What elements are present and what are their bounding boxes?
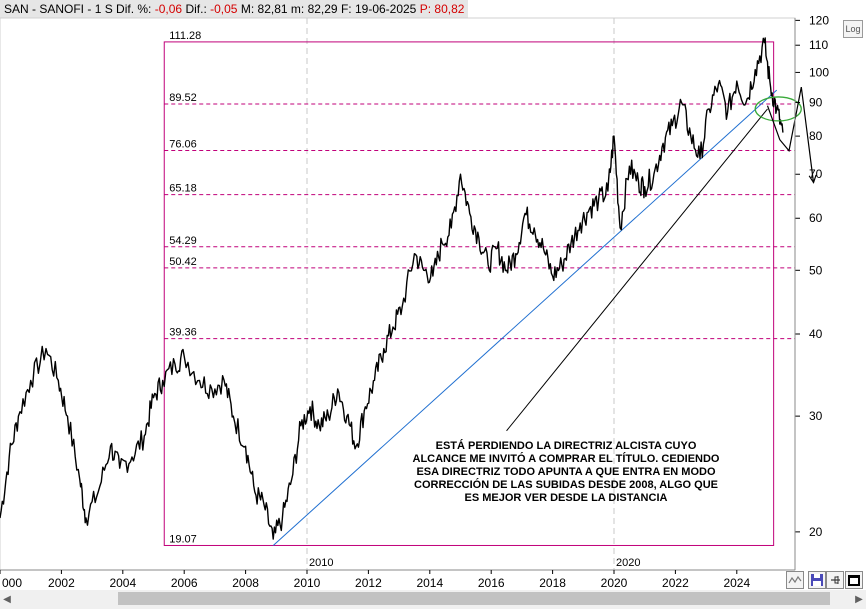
ticker-label: SAN - SANOFI - xyxy=(4,2,92,16)
floppy-icon xyxy=(811,574,823,586)
y-tick-label-50: 50 xyxy=(809,263,823,277)
date-value: 19-06-2025 xyxy=(354,2,417,16)
plot-area xyxy=(0,17,796,571)
y-tick-label-40: 40 xyxy=(809,327,823,341)
fib-label-19.07: 19.07 xyxy=(169,533,197,545)
x-tick-label-2014: 2014 xyxy=(416,576,443,590)
x-tick-label-2020: 2020 xyxy=(601,576,628,590)
y-tick-label-20: 20 xyxy=(809,525,823,539)
price-series xyxy=(0,37,784,540)
x-tick-label-2008: 2008 xyxy=(232,576,259,590)
fib-label-65.18: 65.18 xyxy=(169,183,197,195)
price-line xyxy=(0,37,784,540)
horizontal-scrollbar[interactable]: ◀ ▶ xyxy=(0,590,866,609)
y-tick-label-110: 110 xyxy=(809,38,828,52)
y-tick-label-70: 70 xyxy=(809,167,823,181)
x-tick-label-2002: 2002 xyxy=(48,576,75,590)
decade-label-2020: 2020 xyxy=(616,557,640,569)
y-tick-label-100: 100 xyxy=(809,65,829,79)
y-axis: 20 30 40 50 60 70 80 90 100 110 120 xyxy=(794,13,829,570)
x-tick-label-2016: 2016 xyxy=(478,576,505,590)
price-label: P: xyxy=(419,2,432,16)
projection xyxy=(754,86,817,184)
fib-label-54.29: 54.29 xyxy=(169,235,197,247)
pin-icon xyxy=(831,576,840,584)
save-button[interactable] xyxy=(808,571,826,589)
x-tick-label-2022: 2022 xyxy=(662,576,689,590)
grid-lines: 2010 2020 xyxy=(306,18,640,570)
projection-path xyxy=(766,86,815,183)
fibonacci-box xyxy=(163,41,775,546)
scroll-left-icon[interactable]: ◀ xyxy=(3,594,11,605)
projection-arrowhead xyxy=(808,174,817,184)
decade-label-2010: 2010 xyxy=(309,557,333,569)
min-value: 82,29 xyxy=(307,2,338,16)
chart-header: SAN - SANOFI - 1 S Dif. %: -0,06 Dif.: -… xyxy=(0,0,469,18)
x-tick-label-2012: 2012 xyxy=(355,576,382,590)
x-axis: 000 2002 2004 2006 2008 2010 2012 2014 2016 2018 2… xyxy=(0,569,795,590)
y-tick-label-30: 30 xyxy=(809,409,823,423)
annotation-pointer-line xyxy=(506,108,768,432)
x-tick-label-2024: 2024 xyxy=(723,576,750,590)
x-tick-label-2018: 2018 xyxy=(539,576,566,590)
wave-icon xyxy=(788,575,802,584)
pct-label: Dif. %: xyxy=(116,2,152,16)
pin-button[interactable] xyxy=(826,571,844,589)
max-label: M: xyxy=(240,2,255,16)
y-tick-label-90: 90 xyxy=(809,95,823,109)
dif-label: Dif.: xyxy=(185,2,207,16)
y-tick-label-60: 60 xyxy=(809,211,823,225)
fib-label-39.36: 39.36 xyxy=(169,327,197,339)
min-label: m: xyxy=(290,2,305,16)
x-tick-label-2004: 2004 xyxy=(109,576,136,590)
scroll-right-icon[interactable]: ▶ xyxy=(855,594,863,605)
log-scale-button[interactable]: Log xyxy=(843,20,863,38)
fib-label-111.28: 111.28 xyxy=(169,30,201,42)
fibonacci-levels: 111.28 89.52 76.06 65.18 54.29 50.42 39.36 19.0… xyxy=(163,30,795,546)
window-icon xyxy=(848,575,860,586)
y-tick-label-80: 80 xyxy=(809,129,823,143)
pct-value: -0,06 xyxy=(154,2,183,16)
chart-type-button[interactable] xyxy=(786,571,804,589)
x-tick-label-2006: 2006 xyxy=(171,576,198,590)
x-tick-label-2010: 2010 xyxy=(294,576,321,590)
period-label: 1 S xyxy=(94,2,113,16)
window-button[interactable] xyxy=(845,571,863,589)
dif-value: -0,05 xyxy=(210,2,238,16)
x-tick-label-000: 000 xyxy=(2,576,22,590)
scroll-thumb[interactable] xyxy=(118,592,830,605)
fib-label-50.42: 50.42 xyxy=(169,256,197,268)
y-tick-label-120: 120 xyxy=(809,13,829,27)
fib-label-76.06: 76.06 xyxy=(169,139,197,151)
price-value: 80,82 xyxy=(434,2,465,16)
ascending-trendline xyxy=(272,89,778,546)
trendlines xyxy=(272,89,778,546)
chart-annotation: ESTÁ PERDIENDO LA DIRECTRIZ ALCISTA CUYO… xyxy=(412,440,720,504)
max-value: 82,81 xyxy=(257,2,288,16)
highlight-ellipse xyxy=(754,96,802,122)
fib-label-89.52: 89.52 xyxy=(169,92,197,104)
date-label: F: xyxy=(340,2,352,16)
